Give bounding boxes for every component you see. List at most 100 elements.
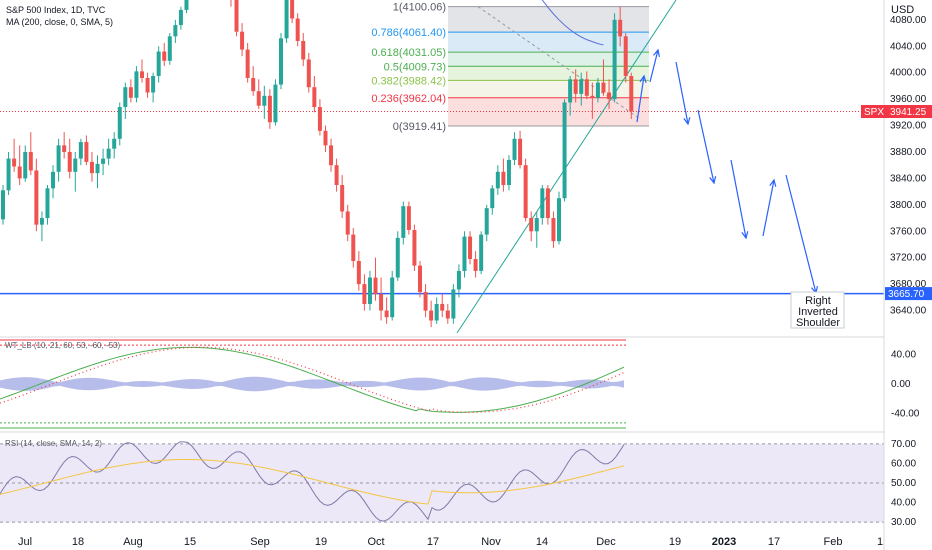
chart-title: S&P 500 Index, 1D, TVC [6,5,106,15]
candle-body [412,229,417,266]
fib-level-label: 0(3919.41) [393,121,446,133]
candle-body [117,107,122,139]
candle-body [534,218,539,232]
candle-body [618,19,623,37]
fib-level-label: 0.236(3962.04) [371,93,446,105]
candle-body [590,95,595,98]
time-tick: Sep [250,536,270,548]
fib-diagonal [477,6,641,120]
candle-body [423,292,428,311]
candle-body [395,237,400,278]
annotation-line-2: Inverted [798,306,838,318]
candle-body [501,171,506,186]
candle-body [601,82,606,93]
candle-body [151,75,156,93]
fib-zone [448,66,649,81]
candle-body [45,188,50,219]
candle-body [23,151,28,179]
support-line [0,111,884,295]
time-tick: 14 [536,536,548,548]
support-price-value: 3665.70 [888,289,925,300]
candle-body [256,91,261,106]
projection-arrow [785,174,817,294]
candle-body [6,158,11,191]
candle-body [234,0,239,32]
candle-body [295,18,300,41]
candle-body [384,310,389,318]
candle-body [484,208,489,235]
candle-body [545,188,550,219]
projection-arrow [675,61,689,125]
ma-legend: MA (200, close, 0, SMA, 5) [6,17,113,27]
time-tick: 17 [768,536,780,548]
candle-body [451,289,456,319]
price-tick: 4080.00 [890,15,927,26]
candle-body [1,190,5,220]
candle-body [557,198,561,242]
wt-tick: -40.00 [891,408,920,419]
candle-body [62,145,67,152]
time-tick: 19 [669,536,681,548]
fib-level-label: 1(4100.06) [393,2,446,14]
candle-body [362,284,367,304]
price-tick: 3880.00 [890,147,927,158]
candle-body [134,71,139,98]
candle-body [317,107,322,131]
candle-body [568,79,573,103]
candle-body [607,92,612,100]
candle-body [78,142,83,159]
price-tick: 3680.00 [890,279,927,290]
projection-arrow [762,179,775,237]
candle-body [379,294,384,311]
candle-body [312,87,317,108]
candle-body [273,84,278,123]
candle-body [84,142,89,162]
annotation-line-1: Right [805,295,831,307]
time-tick: 1 [877,536,883,548]
candle-body [351,234,356,262]
moving-average-line [541,0,604,46]
candle-body [267,95,272,123]
rsi-ma-line [0,459,625,505]
rsi-tick: 60.00 [891,458,916,469]
rsi-tick: 50.00 [891,478,916,489]
candle-body [418,265,422,293]
fib-level-label: 0.5(4009.73) [384,61,446,73]
candle-body [356,261,361,285]
candle-body [106,148,111,159]
candle-body [523,165,528,219]
fib-zone [448,32,649,53]
candle-body [529,218,534,232]
price-axis[interactable]: 3640.00 3680.00 3720.00 3760.00 3800.00 3840.… [890,15,927,317]
time-axis[interactable]: Jul 18 Aug 15 Sep 19 Oct 17 Nov 14 Dec 19 2023 17 Feb 1 [18,536,883,548]
candle-body [240,31,245,50]
candle-body [456,270,461,290]
candle-body [145,77,150,93]
candle-body [290,0,295,19]
price-tick: 3640.00 [890,306,927,317]
candle-body [301,40,306,60]
wt-tick: 0.00 [891,379,911,390]
time-tick: Dec [596,536,616,548]
candle-body [28,151,33,171]
candle-body [512,138,517,160]
fib-level-label: 0.618(4031.05) [371,47,446,59]
candle-body [334,165,339,186]
candle-body [340,185,345,212]
annotation-line-3: Shoulder [796,317,840,329]
candlestick-series [1,0,634,328]
time-tick: Aug [123,536,143,548]
last-price-symbol: SPX [864,107,884,118]
projection-arrow-head [683,117,691,126]
candle-body [562,102,567,199]
rsi-tick: 30.00 [891,517,916,528]
candle-body [67,151,72,172]
projection-arrow [649,49,659,83]
price-tick: 3960.00 [890,94,927,105]
currency-label: USD [891,4,914,16]
price-tick: 3920.00 [890,121,927,132]
projection-arrow [636,75,645,123]
candle-body [156,51,161,76]
last-price-value: 3941.25 [890,107,927,118]
